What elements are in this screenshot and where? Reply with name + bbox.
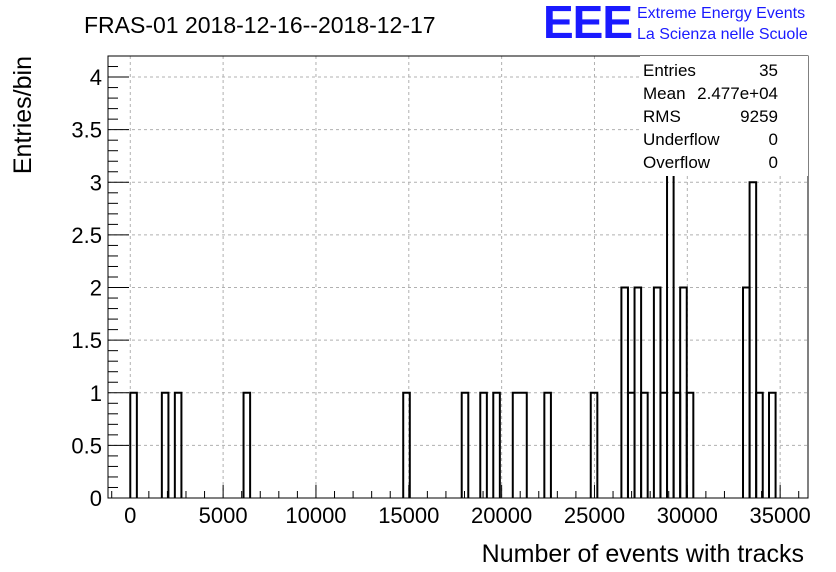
x-tick-label: 5000 [199,503,248,528]
eee-logo-line1: Extreme Energy Events [637,5,805,22]
y-tick-label: 2 [90,276,102,301]
histogram-bin [160,391,170,498]
y-tick-label: 2.5 [71,223,102,248]
y-tick-label: 4 [90,65,102,90]
histogram-bin [685,391,695,498]
histogram-bin [460,391,470,498]
y-tick-label: 0.5 [71,433,102,458]
chart-title: FRAS-01 2018-12-16--2018-12-17 [84,12,436,38]
stats-value: 2.477e+04 [697,84,778,103]
histogram-bin [402,391,411,498]
histogram-bars [129,76,777,498]
histogram-bin [242,391,252,498]
stats-label: Underflow [643,130,720,149]
stats-box: Entries 35 Mean 2.477e+04 RMS 9259 Underflow 0 O… [640,56,808,176]
histogram-bin [492,391,501,498]
histogram-bin [640,391,649,498]
x-tick-label: 30000 [657,503,718,528]
x-tick-label: 20000 [471,503,532,528]
x-tick-label: 10000 [285,503,346,528]
stats-label: Entries [643,61,696,80]
y-tick-label: 0 [90,486,102,511]
histogram-bin [479,391,488,498]
stats-box-background [640,56,808,176]
stats-value: 0 [769,130,778,149]
y-tick-label: 3.5 [71,118,102,143]
axis-ticks [108,55,800,499]
stats-label: Overflow [643,153,711,172]
histogram-bin [129,391,138,498]
x-axis-title: Number of events with tracks [482,540,804,568]
histogram-bin [543,391,552,498]
eee-logo-mark: EEE [543,0,632,48]
x-tick-label: 15000 [378,503,439,528]
stats-label: Mean [643,84,686,103]
y-tick-label: 1 [90,381,102,406]
histogram-bin [589,391,599,498]
histogram-bin [755,391,764,498]
histogram-bin [511,391,528,498]
histogram-bin [173,391,183,498]
histogram-bin [768,391,777,498]
stats-label: RMS [643,107,681,126]
stats-value: 0 [769,153,778,172]
x-tick-label: 35000 [750,503,811,528]
stats-value: 35 [759,61,778,80]
eee-logo: EEE Extreme Energy Events La Scienza nel… [543,0,808,48]
histogram-bin [748,181,758,498]
x-tick-label: 0 [124,503,136,528]
y-tick-label: 1.5 [71,328,102,353]
y-axis-title: Entries/bin [9,56,37,174]
stats-value: 9259 [740,107,778,126]
x-tick-label: 25000 [564,503,625,528]
tick-labels: 0 5000 10000 15000 20000 25000 30000 35000 0 0.5 1… [71,65,810,528]
y-tick-label: 3 [90,170,102,195]
eee-logo-line2: La Scienza nelle Scuole [637,26,808,43]
